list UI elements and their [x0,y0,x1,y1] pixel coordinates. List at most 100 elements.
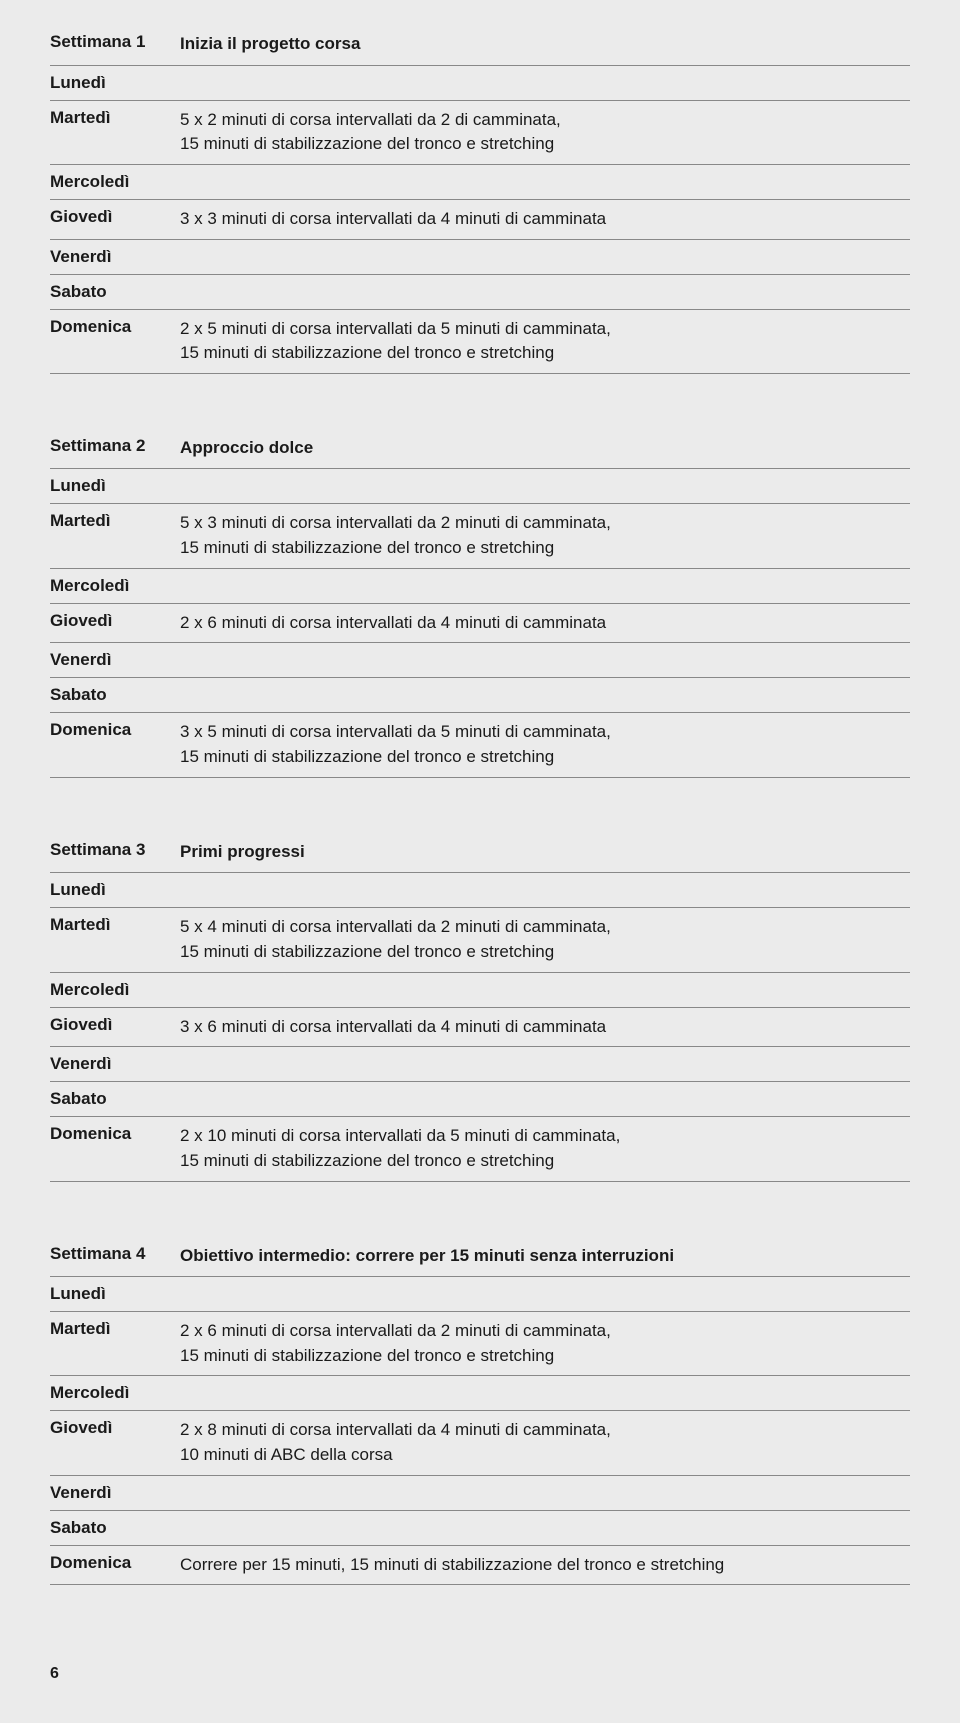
day-description: 2 x 6 minuti di corsa intervallati da 4 … [180,611,910,636]
day-row: Martedì2 x 6 minuti di corsa intervallat… [50,1311,910,1375]
day-name: Mercoledì [50,980,180,1000]
week-title: Obiettivo intermedio: correre per 15 min… [180,1244,910,1269]
week-title-row: Settimana 1Inizia il progetto corsa [50,32,910,65]
day-name: Domenica [50,1124,180,1173]
day-row: Lunedì [50,1276,910,1311]
page-number: 6 [50,1665,910,1683]
week-title: Inizia il progetto corsa [180,32,910,57]
day-name: Martedì [50,915,180,964]
day-name: Giovedì [50,611,180,636]
day-row: Martedì5 x 4 minuti di corsa intervallat… [50,907,910,971]
day-description [180,685,910,705]
day-name: Domenica [50,317,180,366]
day-row: Lunedì [50,468,910,503]
training-plan: Settimana 1Inizia il progetto corsaLuned… [50,32,910,1585]
day-row: Sabato [50,1081,910,1116]
day-row: Mercoledì [50,972,910,1007]
day-name: Venerdì [50,1483,180,1503]
day-name: Lunedì [50,73,180,93]
day-description [180,1054,910,1074]
day-description: 2 x 6 minuti di corsa intervallati da 2 … [180,1319,910,1368]
day-row: Venerdì [50,642,910,677]
week-label: Settimana 4 [50,1244,180,1269]
day-description [180,73,910,93]
day-row: Giovedì3 x 6 minuti di corsa intervallat… [50,1007,910,1047]
day-name: Sabato [50,1089,180,1109]
day-description: 3 x 5 minuti di corsa intervallati da 5 … [180,720,910,769]
week-title-row: Settimana 3Primi progressi [50,840,910,873]
day-row: Giovedì2 x 8 minuti di corsa intervallat… [50,1410,910,1474]
day-description [180,980,910,1000]
day-row: Sabato [50,677,910,712]
week-label: Settimana 3 [50,840,180,865]
day-name: Venerdì [50,650,180,670]
day-description [180,247,910,267]
day-description [180,1483,910,1503]
day-row: Giovedì3 x 3 minuti di corsa intervallat… [50,199,910,239]
day-row: Lunedì [50,872,910,907]
day-description [180,576,910,596]
day-description: 2 x 10 minuti di corsa intervallati da 5… [180,1124,910,1173]
day-name: Giovedì [50,1418,180,1467]
day-row: Martedì5 x 2 minuti di corsa intervallat… [50,100,910,164]
day-name: Mercoledì [50,1383,180,1403]
day-description [180,1089,910,1109]
day-name: Sabato [50,282,180,302]
day-name: Giovedì [50,1015,180,1040]
day-description: 5 x 3 minuti di corsa intervallati da 2 … [180,511,910,560]
day-description [180,880,910,900]
day-description [180,476,910,496]
day-row: DomenicaCorrere per 15 minuti, 15 minuti… [50,1545,910,1586]
day-name: Martedì [50,511,180,560]
day-row: Mercoledì [50,164,910,199]
day-row: Venerdì [50,1046,910,1081]
day-name: Giovedì [50,207,180,232]
week-block: Settimana 4Obiettivo intermedio: correre… [50,1244,910,1586]
day-description [180,172,910,192]
day-description [180,282,910,302]
day-description: 5 x 2 minuti di corsa intervallati da 2 … [180,108,910,157]
day-name: Venerdì [50,247,180,267]
week-block: Settimana 1Inizia il progetto corsaLuned… [50,32,910,374]
day-description [180,1518,910,1538]
week-label: Settimana 1 [50,32,180,57]
day-description: Correre per 15 minuti, 15 minuti di stab… [180,1553,910,1578]
day-description [180,1284,910,1304]
week-title: Approccio dolce [180,436,910,461]
day-row: Domenica2 x 5 minuti di corsa intervalla… [50,309,910,374]
week-title-row: Settimana 4Obiettivo intermedio: correre… [50,1244,910,1277]
day-row: Venerdì [50,239,910,274]
week-label: Settimana 2 [50,436,180,461]
day-description: 2 x 8 minuti di corsa intervallati da 4 … [180,1418,910,1467]
day-name: Domenica [50,1553,180,1578]
day-name: Martedì [50,108,180,157]
day-name: Mercoledì [50,576,180,596]
day-row: Lunedì [50,65,910,100]
week-title-row: Settimana 2Approccio dolce [50,436,910,469]
day-name: Venerdì [50,1054,180,1074]
day-description: 2 x 5 minuti di corsa intervallati da 5 … [180,317,910,366]
week-title: Primi progressi [180,840,910,865]
day-row: Sabato [50,274,910,309]
day-name: Lunedì [50,1284,180,1304]
day-row: Mercoledì [50,1375,910,1410]
day-row: Venerdì [50,1475,910,1510]
day-name: Sabato [50,1518,180,1538]
day-description: 3 x 6 minuti di corsa intervallati da 4 … [180,1015,910,1040]
week-block: Settimana 3Primi progressiLunedìMartedì5… [50,840,910,1182]
day-description: 3 x 3 minuti di corsa intervallati da 4 … [180,207,910,232]
day-name: Martedì [50,1319,180,1368]
day-row: Domenica3 x 5 minuti di corsa intervalla… [50,712,910,777]
day-name: Lunedì [50,880,180,900]
day-description [180,650,910,670]
day-row: Giovedì2 x 6 minuti di corsa intervallat… [50,603,910,643]
day-description [180,1383,910,1403]
day-name: Mercoledì [50,172,180,192]
day-name: Lunedì [50,476,180,496]
day-description: 5 x 4 minuti di corsa intervallati da 2 … [180,915,910,964]
day-name: Sabato [50,685,180,705]
week-block: Settimana 2Approccio dolceLunedìMartedì5… [50,436,910,778]
day-row: Sabato [50,1510,910,1545]
day-row: Martedì5 x 3 minuti di corsa intervallat… [50,503,910,567]
day-row: Domenica2 x 10 minuti di corsa intervall… [50,1116,910,1181]
